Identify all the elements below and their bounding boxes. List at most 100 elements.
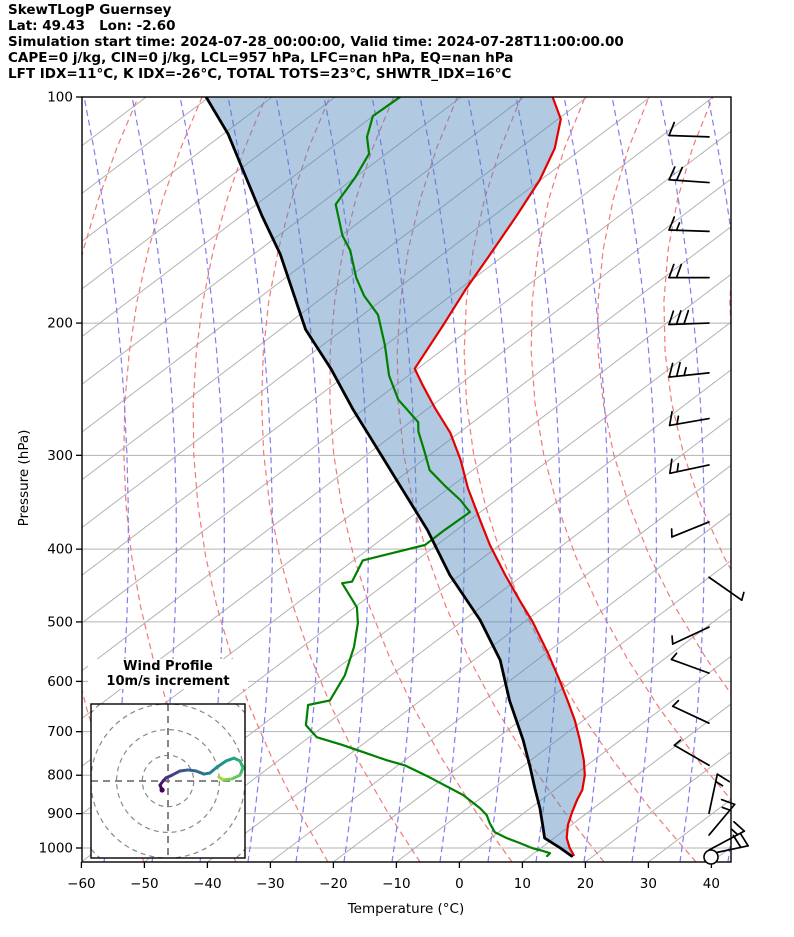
wind-barb <box>670 652 710 674</box>
wind-barb <box>668 309 710 326</box>
x-tick-label: −20 <box>319 876 348 892</box>
dry-adiabat-line <box>260 97 421 862</box>
wind-barb <box>673 739 710 767</box>
moist-adiabat-line <box>563 97 610 862</box>
isotherm-line <box>522 703 731 862</box>
x-tick-label: 30 <box>640 876 657 892</box>
wind-barb <box>670 521 710 538</box>
isotherm-line <box>82 97 462 385</box>
y-tick-label: 300 <box>47 448 73 464</box>
hodograph-title: Wind Profile <box>123 659 213 674</box>
wind-barb <box>708 798 736 836</box>
moist-adiabat-line <box>515 97 562 862</box>
wind-barb <box>668 410 710 427</box>
isotherm-line <box>82 97 336 290</box>
isotherm-line <box>144 416 731 862</box>
moist-adiabat-line <box>756 97 794 862</box>
moist-adiabat-line <box>611 97 658 862</box>
y-tick-label: 500 <box>47 614 73 630</box>
hodograph-trace-segment <box>214 759 228 770</box>
isotherm-line <box>82 369 731 862</box>
dry-adiabat-line <box>396 97 605 862</box>
figure-location: Lat: 49.43 Lon: -2.60 <box>8 18 176 34</box>
x-tick-label: 20 <box>577 876 594 892</box>
wind-barb <box>669 458 710 475</box>
moist-adiabat-line <box>275 97 322 862</box>
wind-barb <box>708 820 746 851</box>
hodograph-trace <box>158 756 245 793</box>
figure-indices-line1: CAPE=0 j/kg, CIN=0 j/kg, LCL=957 hPa, LF… <box>8 50 514 66</box>
x-tick-label: 0 <box>455 876 464 892</box>
wind-barb <box>668 263 710 279</box>
moist-adiabat-line <box>419 97 466 862</box>
isotherm-line <box>82 97 525 433</box>
hodograph-inset <box>90 703 246 859</box>
wind-barb <box>708 576 745 602</box>
moist-adiabat-line <box>467 97 514 862</box>
isotherm-line <box>82 97 84 99</box>
dry-adiabat-line <box>82 97 145 862</box>
moist-adiabat-line <box>227 97 274 862</box>
dewpoint-curve <box>304 97 552 858</box>
x-tick-label: −10 <box>382 876 411 892</box>
y-axis-label: Pressure (hPa) <box>16 429 32 527</box>
figure-title: SkewTLogP Guernsey <box>8 2 172 18</box>
hodograph-trace-segment <box>221 777 234 782</box>
dry-adiabat-line <box>663 97 731 571</box>
dry-adiabat-line <box>329 97 513 862</box>
isotherm-line <box>711 846 731 862</box>
hodograph-trace-segment <box>217 775 225 782</box>
x-tick-label: −60 <box>67 876 96 892</box>
isotherm-line <box>82 97 399 338</box>
y-tick-label: 800 <box>47 768 73 784</box>
moist-adiabat-line <box>83 97 130 862</box>
isotherm-line <box>82 97 714 576</box>
plot-frame <box>81 96 732 863</box>
y-tick-label: 1000 <box>39 841 73 857</box>
wind-barb <box>708 773 731 815</box>
y-tick-label: 400 <box>47 542 73 558</box>
profile-curves <box>204 97 586 858</box>
figure-header: SkewTLogP Guernsey Lat: 49.43 Lon: -2.60… <box>8 2 624 82</box>
hodograph-subtitle: 10m/s increment <box>106 674 230 689</box>
wind-barb <box>668 121 710 138</box>
isotherm-line <box>648 798 731 862</box>
moist-adiabat-line <box>179 97 226 862</box>
y-tick-label: 200 <box>47 316 73 332</box>
dry-adiabat-line <box>530 97 731 801</box>
temperature-curve <box>413 97 586 857</box>
moist-adiabat-line <box>323 97 370 862</box>
dry-adiabat-line <box>192 97 329 862</box>
isotherm-line <box>82 97 273 242</box>
x-tick-label: −30 <box>256 876 285 892</box>
x-tick-label: 10 <box>514 876 531 892</box>
isotherm-line <box>333 560 731 862</box>
wind-barb <box>671 626 710 645</box>
isotherm-line <box>459 655 731 862</box>
moist-adiabat-line <box>371 97 418 862</box>
hodograph-frame <box>90 703 246 859</box>
isotherm-line <box>396 607 731 862</box>
isotherm-line <box>270 512 731 862</box>
hodograph-trace-start <box>159 787 165 793</box>
hodograph-rings <box>91 704 245 858</box>
wind-barb <box>668 361 710 378</box>
dry-adiabat-line <box>463 97 697 862</box>
hodograph-ring <box>115 728 221 833</box>
y-tick-label: 100 <box>47 90 73 106</box>
isotherm-line <box>207 464 731 862</box>
wind-barb <box>668 166 710 184</box>
moist-adiabat-line <box>659 97 706 862</box>
x-tick-label: −40 <box>193 876 222 892</box>
moist-adiabat-line <box>707 97 731 862</box>
moist-adiabat-line <box>131 97 178 862</box>
wind-barb <box>671 699 710 725</box>
x-tick-label: −50 <box>130 876 159 892</box>
wind-barbs <box>668 121 749 865</box>
surface-station-circle <box>703 849 719 865</box>
y-tick-label: 600 <box>47 674 73 690</box>
dry-adiabat-line <box>729 273 731 341</box>
parcel-curve <box>204 97 574 858</box>
